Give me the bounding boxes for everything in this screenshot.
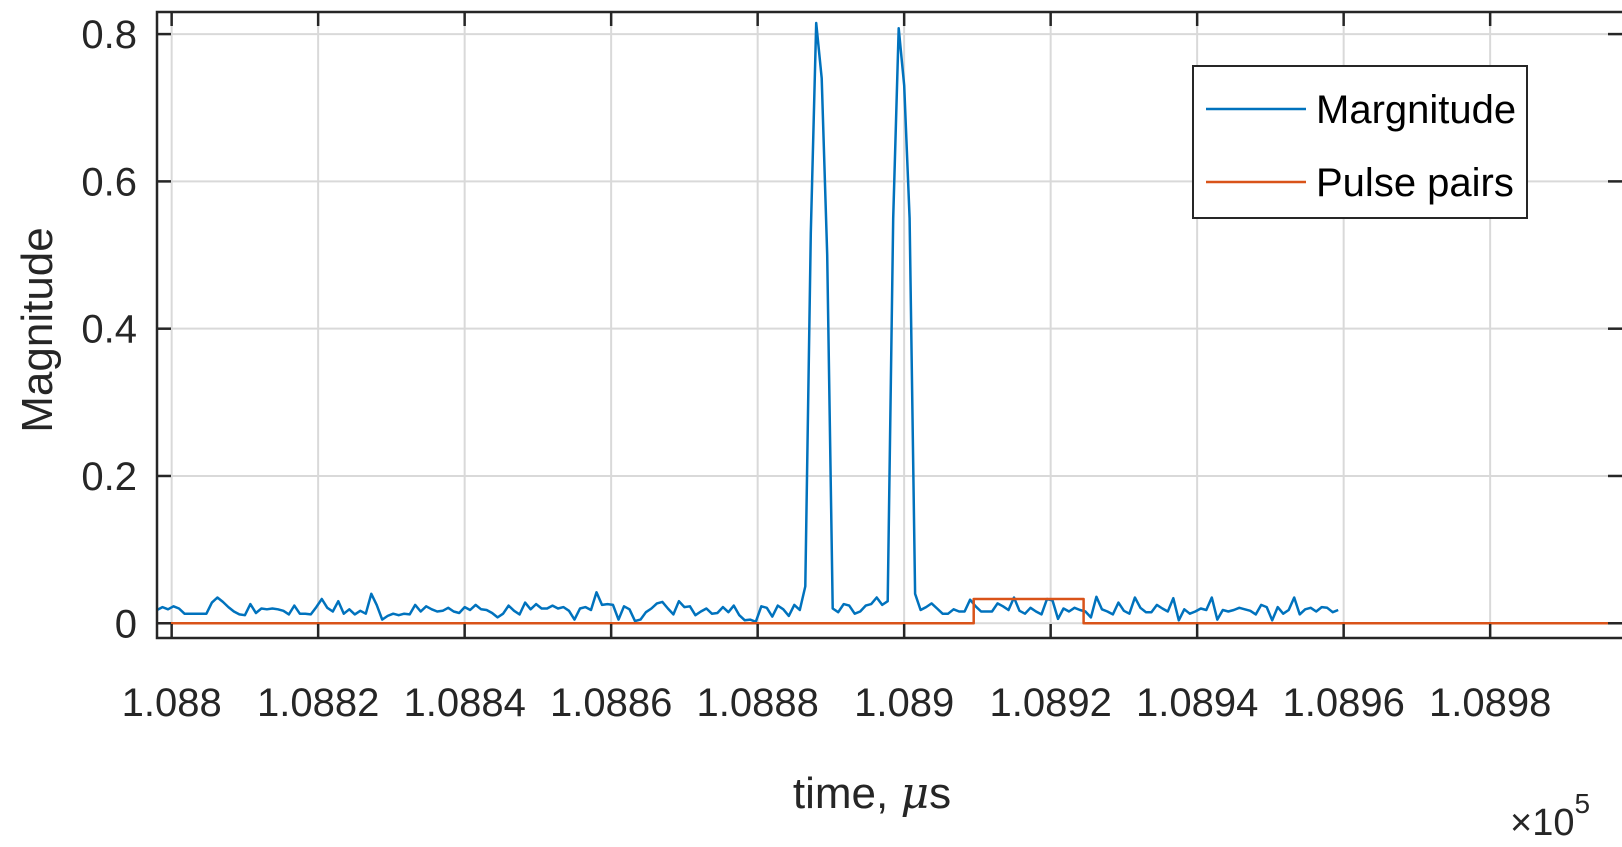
series-line-1 (156, 21, 1339, 624)
y-axis-label: Magnitude (13, 227, 62, 432)
x-tick-label: 1.0888 (696, 681, 818, 725)
x-axis-exponent: ×105 (1510, 788, 1590, 844)
y-tick-label: 0.6 (81, 160, 137, 204)
legend-box (1192, 65, 1528, 219)
x-tick-label: 1.0894 (1136, 681, 1258, 725)
legend: Margnitude Pulse pairs (1192, 65, 1528, 219)
plot-frame (155, 10, 1622, 640)
x-axis-label: time, μs (793, 768, 951, 819)
x-tick-label: 1.088 (122, 681, 222, 725)
y-tick-label: 0 (115, 602, 137, 646)
series-line-2 (157, 597, 1622, 625)
x-axis-multiplier-exp: 5 (1574, 788, 1590, 819)
y-tick-label: 0.2 (81, 455, 137, 499)
x-tick-label: 1.0892 (989, 681, 1111, 725)
x-tick-label: 1.0898 (1429, 681, 1551, 725)
x-tick-label: 1.089 (854, 681, 954, 725)
ticks: 1.088 1.0882 1.0884 1.0886 1.0888 1.089 1.0892… (81, 12, 1622, 725)
x-tick-label: 1.0886 (550, 681, 672, 725)
x-tick-label: 1.0896 (1282, 681, 1404, 725)
x-axis-multiplier: ×10 (1510, 802, 1574, 844)
x-tick-label: 1.0882 (257, 681, 379, 725)
series-layer (156, 21, 1622, 625)
legend-entry: Pulse pairs (1316, 161, 1514, 205)
x-axis-label-mu: μ (900, 768, 929, 819)
y-tick-label: 0.4 (81, 308, 137, 352)
y-tick-label: 0.8 (81, 13, 137, 57)
legend-entry: Margnitude (1316, 88, 1516, 132)
x-axis-label-prefix: time, (793, 769, 901, 818)
x-tick-label: 1.0884 (403, 681, 525, 725)
x-axis-label-suffix: s (929, 769, 951, 818)
